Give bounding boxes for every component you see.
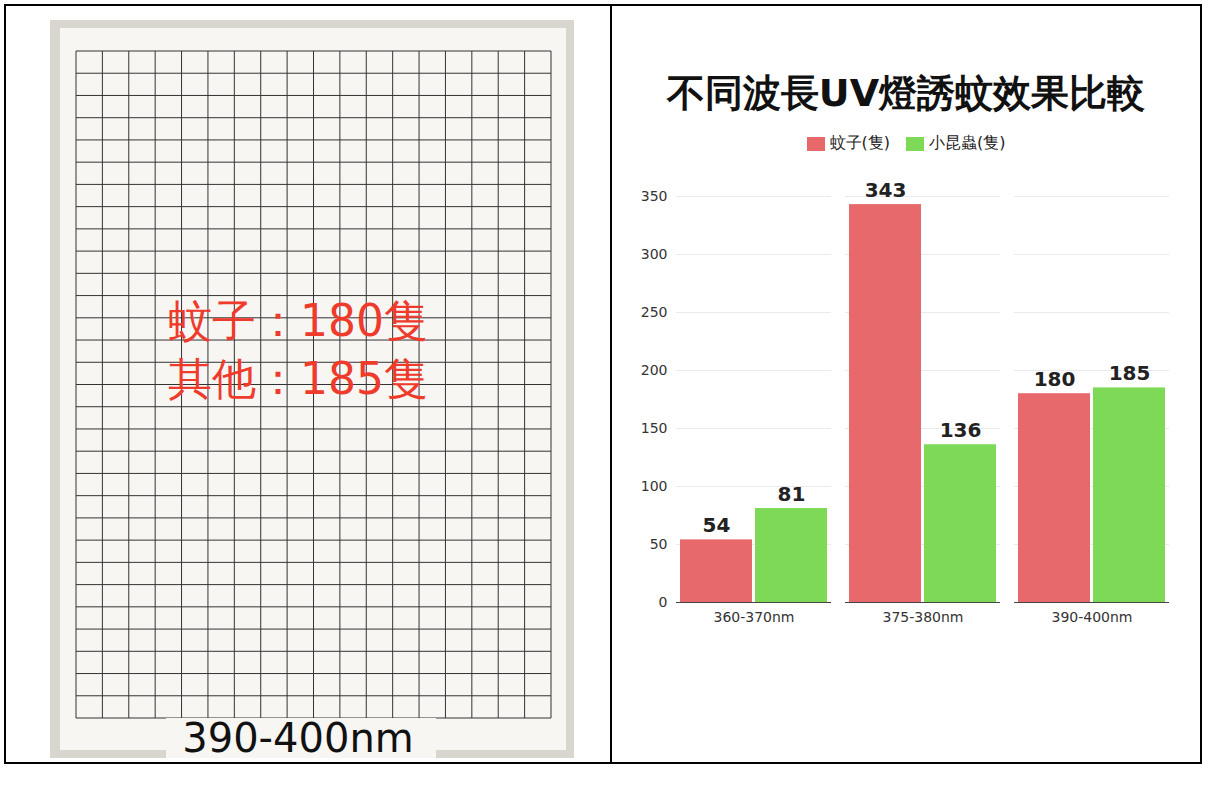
- html-text:小昆蟲(隻): 小昆蟲(隻): [929, 133, 1006, 152]
- svg-text:其他：185隻: 其他：185隻: [168, 353, 428, 404]
- svg-text:390-400nm: 390-400nm: [182, 715, 413, 761]
- svg-text:100: 100: [641, 478, 668, 494]
- svg-text:54: 54: [703, 513, 731, 537]
- html-text:蚊子(隻): 蚊子(隻): [829, 133, 890, 152]
- svg-text:180: 180: [1034, 367, 1076, 391]
- svg-text:185: 185: [1109, 361, 1151, 385]
- svg-text:200: 200: [641, 362, 668, 378]
- html-text:不同波長UV燈誘蚊效果比較: 不同波長UV燈誘蚊效果比較: [666, 71, 1146, 115]
- svg-text:300: 300: [641, 246, 668, 262]
- svg-text:360-370nm: 360-370nm: [713, 609, 794, 625]
- svg-text:375-380nm: 375-380nm: [882, 609, 963, 625]
- svg-text:81: 81: [778, 482, 806, 506]
- svg-text:390-400nm: 390-400nm: [1051, 609, 1132, 625]
- svg-text:50: 50: [650, 536, 668, 552]
- svg-text:350: 350: [641, 188, 668, 204]
- svg-text:343: 343: [865, 178, 907, 202]
- svg-text:蚊子：180隻: 蚊子：180隻: [168, 295, 428, 346]
- svg-text:136: 136: [940, 418, 982, 442]
- svg-text:0: 0: [659, 594, 668, 610]
- svg-text:250: 250: [641, 304, 668, 320]
- svg-text:150: 150: [641, 420, 668, 436]
